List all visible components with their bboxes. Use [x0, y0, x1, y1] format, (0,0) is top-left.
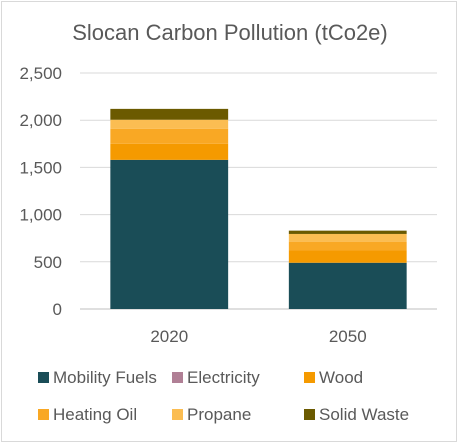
bars — [110, 108, 407, 309]
y-tick-label: 2,000 — [19, 111, 62, 130]
legend-swatch-mobility-fuels — [38, 372, 49, 383]
y-tick-label: 1,000 — [19, 206, 62, 225]
legend-label-propane: Propane — [187, 405, 251, 424]
x-tick-label: 2050 — [329, 327, 367, 346]
legend-swatch-wood — [304, 372, 315, 383]
legend-label-wood: Wood — [319, 368, 363, 387]
legend-swatch-propane — [172, 409, 183, 420]
bar-2020-solid-waste — [110, 108, 229, 120]
y-tick-label: 2,500 — [19, 64, 62, 83]
y-tick-label: 0 — [53, 300, 62, 319]
legend-label-solid-waste: Solid Waste — [319, 405, 409, 424]
y-tick-labels: 0 500 1,000 1,500 2,000 2,500 — [19, 64, 62, 319]
legend-label-electricity: Electricity — [187, 368, 260, 387]
chart-title: Slocan Carbon Pollution (tCo2e) — [72, 20, 388, 45]
bar-2050-heating-oil — [288, 241, 407, 251]
legend-swatch-electricity — [172, 372, 183, 383]
legend-swatch-heating-oil — [38, 409, 49, 420]
bar-2050-mobility-fuels — [288, 262, 407, 309]
legend: Mobility Fuels Electricity Wood Heating Oil… — [38, 368, 409, 424]
bar-2050-solid-waste — [288, 230, 407, 234]
legend-label-heating-oil: Heating Oil — [53, 405, 137, 424]
legend-swatch-solid-waste — [304, 409, 315, 420]
x-tick-label: 2020 — [150, 327, 188, 346]
y-tick-label: 500 — [34, 253, 62, 272]
bar-2050-propane — [288, 233, 407, 242]
y-tick-label: 1,500 — [19, 158, 62, 177]
bar-2050-wood — [288, 250, 407, 263]
legend-label-mobility-fuels: Mobility Fuels — [53, 368, 157, 387]
bar-2020-propane — [110, 119, 229, 129]
bar-2020-wood — [110, 143, 229, 160]
x-tick-labels: 2020 2050 — [150, 327, 366, 346]
bar-2020-heating-oil — [110, 128, 229, 144]
bar-2020-mobility-fuels — [110, 159, 229, 309]
